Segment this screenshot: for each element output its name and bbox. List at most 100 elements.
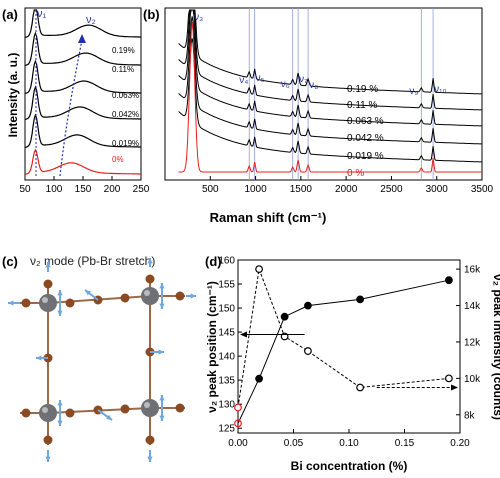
panel-a-xtick-label: 200: [104, 184, 121, 195]
pb-highlight: [42, 297, 48, 303]
panel-d-label: (d): [205, 254, 222, 269]
panel-d-left-tick-label: 150: [218, 304, 235, 315]
panel-d-right-axis: 8k 10k 12k 14k 16k: [456, 265, 481, 421]
intensity-series-line: [237, 267, 449, 408]
panel-a-nu1-label: ν₁: [37, 8, 47, 20]
panel-d-ylabel-left: ν₂ peak position (cm⁻¹): [205, 281, 219, 413]
panel-a-xtick-label: 250: [133, 184, 150, 195]
panel-b-curve: [178, 9, 483, 111]
panel-b-xtick-label: 1500: [290, 184, 313, 195]
panel-a-curve-labels: 0.19% 0.11% 0.063% 0.042% 0.019% 0%: [112, 46, 139, 164]
pb-atom: [141, 287, 159, 305]
panel-a-xtick-label: 50: [19, 184, 31, 195]
right-axis-arrowhead: [451, 384, 458, 391]
intensity-point: [234, 403, 242, 412]
panel-d-right-tick-label: 14k: [464, 301, 481, 312]
panel-a-curve-label: 0.063%: [112, 91, 139, 100]
panel-b-label: (b): [143, 7, 160, 22]
position-series-line: [237, 279, 450, 424]
panel-b-curve-labels: 0.19 % 0.11 % 0.063 % 0.042 % 0.019 % 0 %: [347, 84, 384, 179]
vibration-arrowhead: [159, 283, 165, 289]
panel-d-x-tick-label: 0.15: [395, 438, 415, 449]
br-atom: [65, 408, 75, 418]
panel-d-right-tick-label: 8k: [464, 410, 476, 421]
panel-d-left-tick-label: 145: [218, 328, 235, 339]
panel-a-curve-label: 0.19%: [112, 46, 135, 55]
br-atom: [145, 435, 155, 445]
panel-a-curve: [24, 85, 141, 121]
panel-b-curve-label: 0.019 %: [347, 151, 384, 162]
intensity-point: [255, 265, 263, 274]
panel-c-title: ν₂ mode (Pb-Br stretch): [30, 254, 155, 268]
position-point: [304, 301, 312, 310]
vibration-arrowhead: [57, 310, 63, 316]
intensity-point: [445, 374, 453, 383]
pb-highlight: [42, 407, 48, 413]
panel-b-curve-label: 0.063 %: [347, 116, 384, 127]
panel-d-x-tick-label: 0.00: [228, 438, 248, 449]
panel-b-curve-label: 0 %: [347, 168, 364, 179]
panel-b-mode-label: ν₉: [409, 86, 418, 97]
panel-a-curve: [24, 9, 141, 39]
panel-b-mode-label: ν₈: [309, 80, 318, 91]
vibration-arrowhead: [36, 355, 42, 361]
panel-b-mode-label: ν₁₀: [434, 84, 447, 95]
panel-d-xlabel: Bi concentration (%): [291, 459, 408, 473]
panel-b-mode-lines: [248, 8, 434, 180]
pb-atom: [141, 399, 159, 417]
vibration-arrowhead: [106, 414, 112, 420]
position-point: [234, 419, 242, 428]
br-atom: [175, 403, 185, 413]
panel-b-xtick-label: 500: [202, 184, 219, 195]
panel-b-mode-label: ν₄: [239, 75, 248, 86]
panel-b-xlabel: Raman shift (cm⁻¹): [210, 210, 327, 225]
left-axis-arrowhead: [240, 331, 247, 338]
panel-c-label: (c): [2, 254, 18, 269]
br-atom: [120, 293, 130, 303]
panel-d-right-tick-label: 12k: [464, 337, 481, 348]
br-atom: [43, 279, 53, 289]
panel-a-curve-label: 0.019%: [112, 139, 139, 148]
panel-b-xtick-label: 2500: [380, 184, 403, 195]
vibration-arrowhead: [190, 293, 196, 299]
br-atom: [21, 408, 31, 418]
pb-atom: [39, 404, 57, 422]
panel-a-curve: [24, 59, 141, 95]
panel-d-ylabel-right: ν₂ peak intensity (counts): [491, 274, 500, 420]
panel-d-left-tick-label: 155: [218, 280, 235, 291]
vibration-arrowhead: [45, 262, 51, 268]
panel-b-curve: [178, 16, 483, 145]
intensity-point: [304, 347, 312, 355]
vibration-arrowhead: [147, 456, 153, 462]
vibration-arrowhead: [85, 290, 91, 296]
br-atom: [21, 298, 31, 308]
vibration-arrowhead: [57, 420, 63, 426]
panel-d-x-axis: 0.00 0.05 0.10 0.15 0.20: [228, 429, 470, 449]
position-point: [280, 312, 289, 321]
panel-b-curve: [178, 9, 483, 127]
panel-b-curve-label: 0.042 %: [347, 133, 384, 144]
panel-d-right-tick-label: 16k: [464, 265, 481, 276]
pbbr-lattice-illustration: [8, 258, 196, 462]
panel-b-curve: [178, 9, 483, 95]
panel-a-nu2-shift-arrow: [59, 39, 83, 177]
panel-b-curve: [178, 38, 483, 163]
panel-a-curves: [24, 9, 141, 176]
br-atom: [120, 404, 130, 414]
panel-a-curve: [24, 148, 141, 176]
vibration-arrowhead: [159, 303, 165, 309]
vibration-arrowhead: [159, 415, 165, 421]
vibration-arrowhead: [8, 300, 14, 306]
panel-b-curve-label: 0.11 %: [347, 100, 377, 111]
panel-d-x-tick-label: 0.10: [339, 438, 359, 449]
vibration-arrowhead: [57, 290, 63, 296]
panel-a-xticks: 50 100 150 200 250: [19, 176, 150, 195]
panel-d-left-axis: 125 130 135 140 145 150 155 160: [218, 256, 242, 435]
panel-d-left-tick-label: 125: [218, 424, 235, 435]
panel-b-xtick-label: 3500: [471, 184, 494, 195]
panel-a-curve-label: 0.11%: [112, 65, 134, 74]
panel-d-left-tick-label: 135: [218, 376, 235, 387]
br-atom: [65, 298, 75, 308]
